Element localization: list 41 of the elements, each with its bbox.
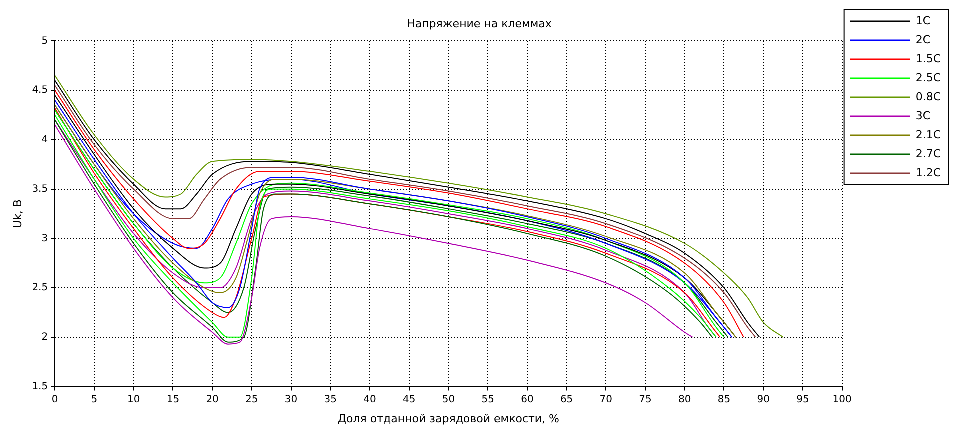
x-tick-label: 30 xyxy=(284,394,298,406)
x-tick-label: 20 xyxy=(206,394,219,406)
x-tick-label: 50 xyxy=(442,394,456,406)
text: 1.5C xyxy=(916,52,942,66)
x-tick-label: 70 xyxy=(600,394,613,406)
y-tick-label: 3 xyxy=(42,233,48,244)
x-tick-label: 5 xyxy=(91,394,98,406)
x-tick-label: 80 xyxy=(678,394,692,406)
x-tick-label: 55 xyxy=(482,394,494,406)
text: 1C xyxy=(916,14,931,28)
x-tick-label: 10 xyxy=(127,394,140,406)
y-tick-label: 3.5 xyxy=(32,184,48,195)
x-tick-label: 95 xyxy=(796,394,810,406)
y-tick-label: 5 xyxy=(42,36,48,47)
x-tick-label: 100 xyxy=(832,394,852,406)
x-tick-label: 75 xyxy=(639,394,652,406)
x-tick-label: 25 xyxy=(246,394,258,406)
x-tick-label: 65 xyxy=(560,394,574,406)
x-tick-label: 60 xyxy=(521,394,534,406)
x-tick-label: 85 xyxy=(718,394,731,406)
y-tick-label: 2 xyxy=(42,332,48,344)
x-tick-label: 0 xyxy=(52,394,58,406)
x-axis-title: Доля отданной зарядовой емкости, % xyxy=(338,412,560,426)
text: 3C xyxy=(916,109,931,122)
text: 1.2C xyxy=(916,166,942,180)
y-tick-label: 2.5 xyxy=(32,282,48,294)
x-tick-label: 15 xyxy=(166,394,180,406)
chart-title: Напряжение на клеммах xyxy=(407,17,552,30)
x-tick-label: 35 xyxy=(324,394,337,406)
text: 2.1C xyxy=(916,128,942,142)
text: 2.5C xyxy=(916,71,942,84)
text: 2.7C xyxy=(916,147,942,160)
x-tick-label: 90 xyxy=(757,394,770,406)
y-tick-label: 4.5 xyxy=(32,85,48,96)
text: 0.8C xyxy=(916,90,942,104)
x-tick-label: 40 xyxy=(364,394,376,406)
y-axis-title: Uk, B xyxy=(11,200,24,228)
y-tick-label: 1.5 xyxy=(32,381,48,392)
y-tick-label: 4 xyxy=(42,134,48,146)
x-tick-label: 45 xyxy=(402,394,416,406)
text: 2C xyxy=(916,33,931,46)
